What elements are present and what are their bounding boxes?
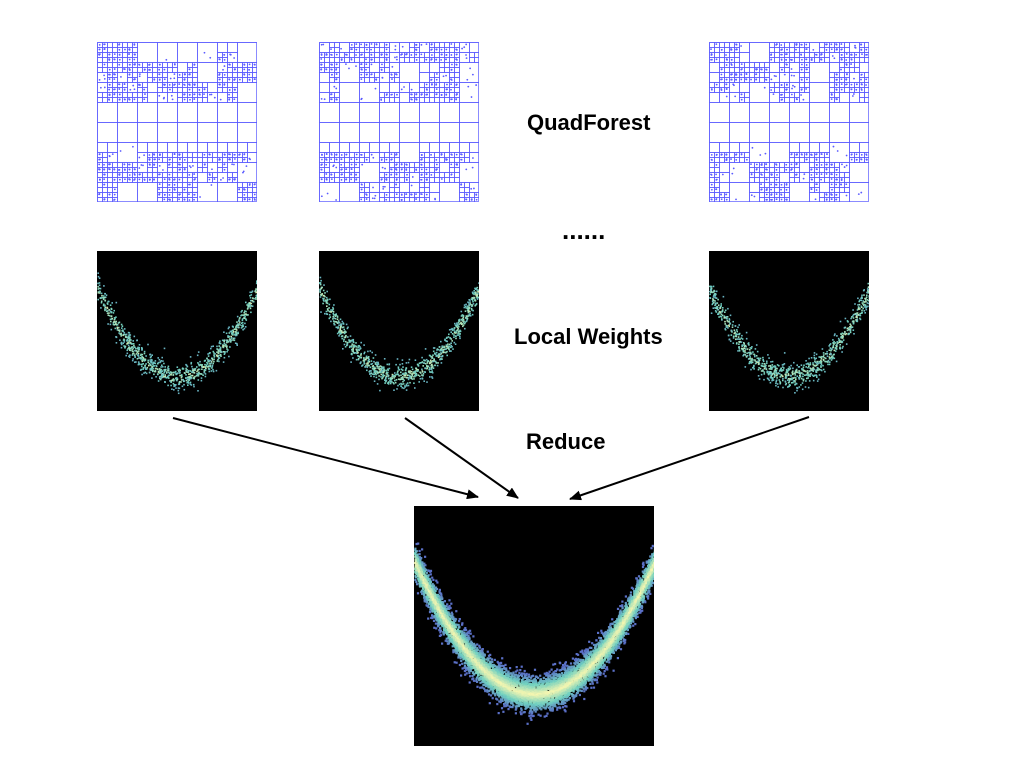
scatter-plot	[97, 272, 257, 395]
quadtree-grid	[709, 42, 869, 202]
local-weights-panel-3	[709, 251, 869, 411]
density-scatter-plot	[414, 542, 654, 725]
quadtree-grid	[97, 42, 257, 202]
quadforest-panel-2	[319, 42, 479, 202]
scatter-plot	[709, 282, 869, 394]
quadtree-grid	[319, 42, 479, 202]
quadforest-panel-1	[97, 42, 257, 202]
arrow-middle	[404, 417, 519, 499]
local-weights-panel-1	[97, 251, 257, 411]
local-weights-panel-2	[319, 251, 479, 411]
arrow-right	[569, 416, 810, 501]
quadforest-panel-3	[709, 42, 869, 202]
reduced-weights-panel	[414, 506, 654, 746]
quadforest-label: QuadForest	[527, 110, 651, 135]
arrow-left	[172, 417, 479, 500]
local-weights-label: Local Weights	[514, 324, 663, 349]
reduce-label: Reduce	[526, 429, 606, 454]
ellipsis-label: ......	[562, 215, 606, 245]
scatter-plot	[319, 276, 479, 392]
